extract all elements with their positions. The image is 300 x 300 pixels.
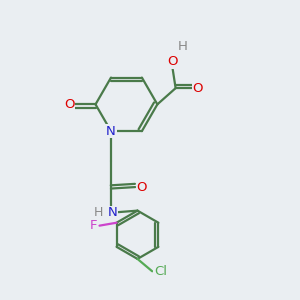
Text: O: O [136, 181, 147, 194]
Text: Cl: Cl [154, 265, 167, 278]
Text: H: H [178, 40, 188, 53]
Text: N: N [106, 124, 116, 138]
Text: F: F [89, 219, 97, 232]
Text: N: N [108, 206, 117, 219]
Text: O: O [64, 98, 74, 111]
Text: O: O [193, 82, 203, 95]
Text: H: H [94, 206, 103, 219]
Text: O: O [167, 55, 178, 68]
